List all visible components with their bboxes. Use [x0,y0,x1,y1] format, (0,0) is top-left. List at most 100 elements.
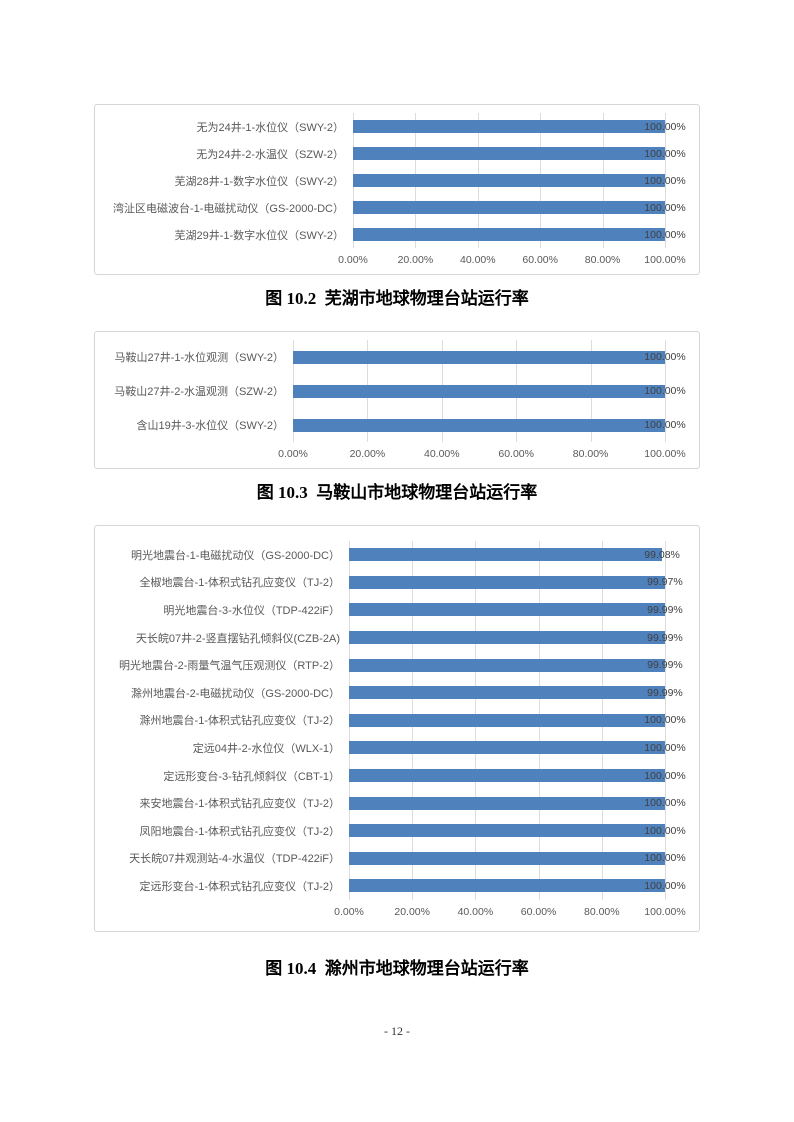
category-label: 滁州地震台-1-体积式钻孔应变仪（TJ-2） [139,715,340,728]
bar-series: 99.08% 99.97% 99.99% 99.99% 99.99% 99.99% 100.… [349,541,686,900]
x-axis-tick-label: 80.00% [583,905,620,918]
category-label: 全椒地震台-1-体积式钻孔应变仪（TJ-2） [139,577,340,590]
gridline [665,340,666,442]
x-axis: 0.00% 20.00% 40.00% 60.00% 80.00% 100.00% [338,250,686,270]
category-label: 凤阳地震台-1-体积式钻孔应变仪（TJ-2） [139,825,340,838]
category-label: 明光地震台-2-雨量气温气压观测仪（RTP-2） [118,660,340,673]
bar-row: 100.00% [349,817,686,845]
category-label: 含山19井-3-水位仪（SWY-2） [136,420,284,432]
figure-caption: 图 10.3 马鞍山市地球物理台站运行率 [256,483,538,502]
bar-row: 99.99% [349,679,683,707]
bar-value-label: 100.00% [644,824,686,837]
bar [349,548,663,562]
x-axis: 0.00% 20.00% 40.00% 60.00% 80.00% 100.00% [334,902,686,922]
bar [353,201,665,214]
x-axis-tick-label: 0.00% [278,448,308,460]
bar-row: 100.00% [293,374,686,408]
bar-value-label: 100.00% [644,201,686,214]
bar [349,575,665,589]
bar-row: 100.00% [353,167,686,194]
gridline [665,541,666,900]
bar-value-label: 100.00% [644,769,686,782]
category-axis: 马鞍山27井-1-水位观测（SWY-2） 马鞍山27井-2-水温观测（SZW-2）… [101,340,293,442]
bar [349,658,665,672]
plot-area: 99.08% 99.97% 99.99% 99.99% 99.99% 99.99% 100.… [349,541,686,900]
bar-value-label: 100.00% [644,879,686,892]
bar-value-label: 99.08% [644,548,680,561]
x-axis-tick-label: 0.00% [338,254,368,266]
figure-10-3: 马鞍山27井-1-水位观测（SWY-2） 马鞍山27井-2-水温观测（SZW-2）… [0,331,794,506]
category-axis: 无为24井-1-水位仪（SWY-2） 无为24井-2-水温仪（SZW-2） 芜湖28… [101,113,353,248]
bar-value-label: 100.00% [644,419,686,431]
category-label: 无为24井-1-水位仪（SWY-2） [196,121,344,134]
bar-value-label: 100.00% [644,852,686,865]
bar-series: 100.00% 100.00% 100.00% [293,340,686,442]
category-axis: 明光地震台-1-电磁扰动仪（GS-2000-DC） 全椒地震台-1-体积式钻孔应变… [101,541,349,900]
plot-area: 100.00% 100.00% 100.00% [293,340,686,442]
x-axis-tick-label: 40.00% [459,254,496,266]
bar [353,174,665,187]
bar-row: 99.97% [349,569,683,597]
category-label: 湾沚区电磁波台-1-电磁扰动仪（GS-2000-DC） [112,202,344,215]
bar [349,631,665,645]
bar [349,769,665,783]
bar [293,418,665,432]
x-axis-tick-label: 100.00% [644,905,686,918]
bar-row: 100.00% [353,113,686,140]
bar-row: 100.00% [349,872,686,900]
x-axis-tick-label: 20.00% [349,448,386,460]
bar [349,851,665,865]
bar-value-label: 100.00% [644,797,686,810]
bar-row: 100.00% [349,707,686,735]
bar-row: 100.00% [349,789,686,817]
x-axis-tick-label: 60.00% [520,905,557,918]
bar-value-label: 100.00% [644,120,686,133]
plot-area: 100.00% 100.00% 100.00% 100.00% 100.00% [353,113,686,248]
figure-10-4: 明光地震台-1-电磁扰动仪（GS-2000-DC） 全椒地震台-1-体积式钻孔应变… [0,525,794,982]
category-label: 定远04井-2-水位仪（WLX-1） [192,742,340,755]
bar-row: 99.99% [349,624,683,652]
bar-value-label: 99.99% [647,659,683,672]
bar-value-label: 99.99% [647,631,683,644]
bar-row: 100.00% [349,734,686,762]
bar [349,741,665,755]
bar-value-label: 100.00% [644,228,686,241]
category-label: 滁州地震台-2-电磁扰动仪（GS-2000-DC） [130,687,340,700]
x-axis-tick-label: 100.00% [644,448,686,460]
bar [293,384,665,398]
bar [349,713,665,727]
category-label: 定远形变台-1-体积式钻孔应变仪（TJ-2） [139,880,340,893]
bar-chart-maanshan: 马鞍山27井-1-水位观测（SWY-2） 马鞍山27井-2-水温观测（SZW-2）… [94,331,700,469]
page-number: - 12 - [384,1023,410,1038]
bar-row: 99.08% [349,541,680,569]
bar-row: 100.00% [293,340,686,374]
bar [349,824,665,838]
plot-column: 100.00% 100.00% 100.00% 100.00% 100.00% 0.00… [338,113,686,270]
bar-value-label: 99.99% [647,603,683,616]
bar-row: 100.00% [349,845,686,873]
x-axis-tick-label: 40.00% [423,448,460,460]
gridline [665,113,666,248]
bar-row: 100.00% [353,221,686,248]
bar [293,350,665,364]
bar-value-label: 100.00% [644,714,686,727]
x-axis-tick-label: 80.00% [584,254,621,266]
chart-body: 明光地震台-1-电磁扰动仪（GS-2000-DC） 全椒地震台-1-体积式钻孔应变… [101,541,693,922]
x-axis-tick-label: 100.00% [644,254,686,266]
figure-caption: 图 10.4 滁州市地球物理台站运行率 [265,958,529,978]
plot-column: 99.08% 99.97% 99.99% 99.99% 99.99% 99.99% 100.… [334,541,686,922]
category-label: 马鞍山27井-2-水温观测（SZW-2） [114,386,284,398]
category-label: 来安地震台-1-体积式钻孔应变仪（TJ-2） [139,798,340,811]
bar-row: 100.00% [353,194,686,221]
bar-value-label: 100.00% [644,741,686,754]
x-axis-tick-label: 0.00% [334,905,364,918]
bar-chart-chuzhou: 明光地震台-1-电磁扰动仪（GS-2000-DC） 全椒地震台-1-体积式钻孔应变… [94,525,700,932]
x-axis-tick-label: 20.00% [397,254,434,266]
bar-chart-wuhu: 无为24井-1-水位仪（SWY-2） 无为24井-2-水温仪（SZW-2） 芜湖28… [94,104,700,275]
category-label: 芜湖29井-1-数字水位仪（SWY-2） [174,229,344,242]
bar [353,147,665,160]
bar-row: 99.99% [349,596,683,624]
bar-value-label: 99.99% [647,686,683,699]
chart-body: 无为24井-1-水位仪（SWY-2） 无为24井-2-水温仪（SZW-2） 芜湖28… [101,113,693,270]
